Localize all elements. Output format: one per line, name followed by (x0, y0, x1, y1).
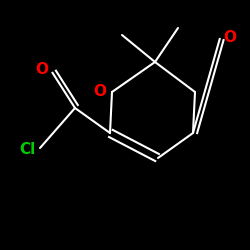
Text: Cl: Cl (19, 142, 35, 158)
Text: O: O (35, 62, 48, 78)
Text: O: O (223, 30, 236, 46)
Text: O: O (93, 84, 106, 100)
